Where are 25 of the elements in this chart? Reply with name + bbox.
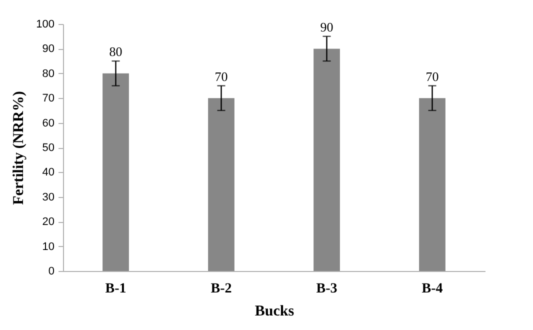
x-axis-title: Bucks <box>254 304 294 320</box>
y-tick-label: 70 <box>42 92 54 105</box>
x-tick-label: B-2 <box>210 282 232 296</box>
bar <box>208 98 234 271</box>
y-tick-label: 80 <box>42 68 54 80</box>
y-tick-label: 90 <box>42 43 54 56</box>
data-label: 90 <box>320 19 334 34</box>
data-label: 70 <box>426 68 439 84</box>
y-tick-label: 20 <box>42 216 54 228</box>
bar <box>102 73 129 271</box>
y-tick-label: 10 <box>42 240 54 253</box>
x-tick-label: B-1 <box>105 282 126 296</box>
y-tick-label: 0 <box>48 266 54 278</box>
x-tick-label: B-4 <box>422 282 443 296</box>
data-label: 80 <box>109 44 122 60</box>
y-tick-label: 60 <box>42 117 54 130</box>
data-label: 70 <box>214 68 228 84</box>
bar <box>419 98 446 271</box>
y-tick-label: 30 <box>42 191 54 204</box>
y-tick-label: 40 <box>42 166 54 179</box>
y-tick-label: 50 <box>42 142 54 154</box>
y-axis-title: Fertility (NRR%) <box>11 91 28 205</box>
x-tick-label: B-3 <box>316 282 338 296</box>
y-tick-label: 100 <box>36 18 54 30</box>
bar <box>314 48 340 271</box>
